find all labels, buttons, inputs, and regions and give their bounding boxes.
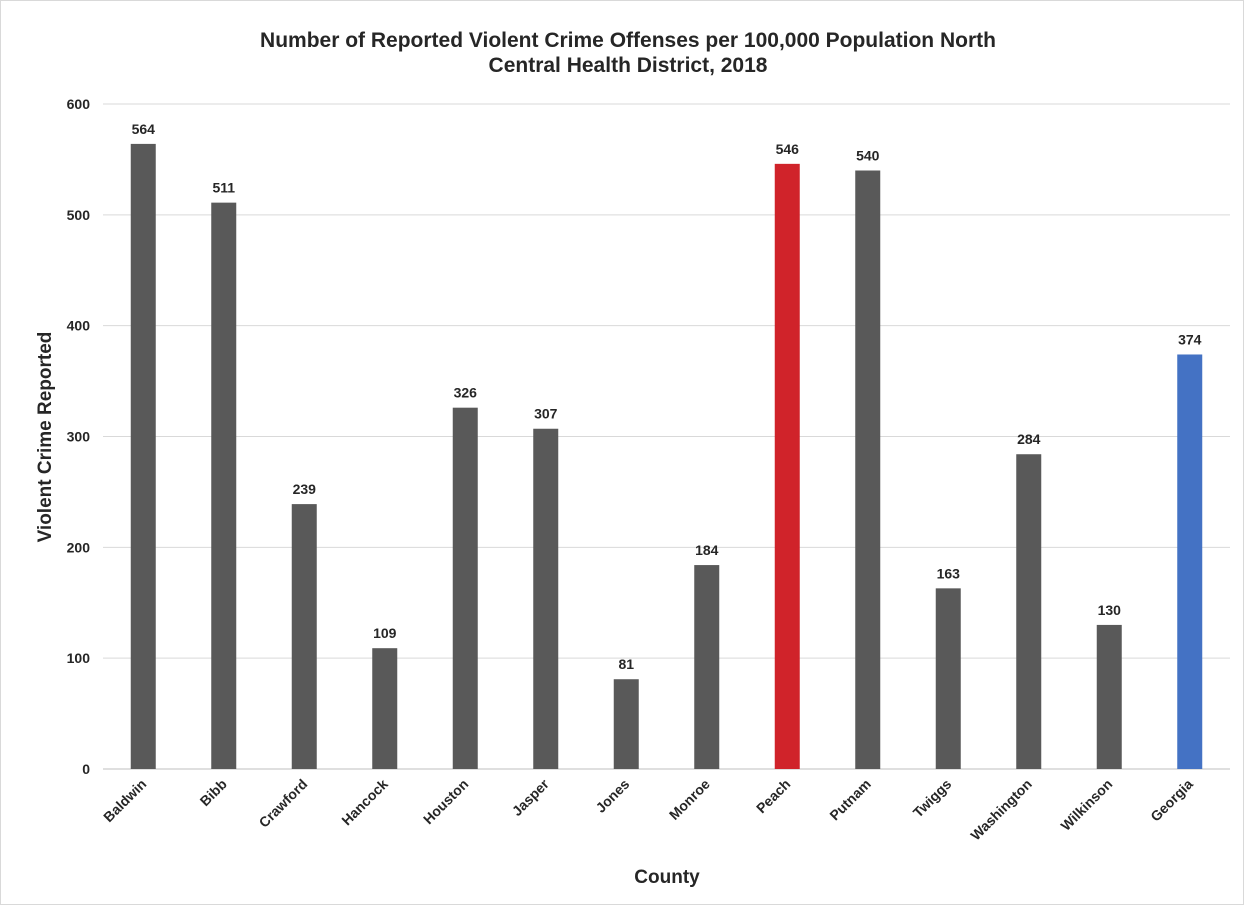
data-label-hancock: 109 [373,625,397,641]
chart-title-line-2: Central Health District, 2018 [489,54,768,77]
bar-baldwin [130,143,156,769]
x-tick-label-georgia: Georgia [1147,776,1196,825]
x-tick-label-crawford: Crawford [256,776,311,831]
data-label-twiggs: 163 [937,565,961,581]
y-tick-label: 200 [67,539,91,555]
x-tick-label-houston: Houston [420,776,471,827]
bar-wilkinson [1096,624,1122,769]
y-tick-label: 500 [67,207,91,223]
bar-peach [774,163,800,770]
bar-crawford [291,504,317,769]
x-tick-label-peach: Peach [753,776,793,816]
data-label-putnam: 540 [856,148,880,164]
data-label-washington: 284 [1017,431,1041,447]
data-labels: 564 511 239 109 326 307 81 184 546 540 163 284 130 37… [132,121,1202,672]
x-axis-title: County [634,867,700,888]
gridlines [103,103,1230,770]
y-tick-label: 0 [82,761,90,777]
y-tick-label: 300 [67,429,91,445]
chart-title-line-1: Number of Reported Violent Crime Offense… [260,29,996,52]
bar-jasper [533,428,559,769]
bar-hancock [372,648,398,769]
x-tick-label-hancock: Hancock [338,776,391,829]
x-tick-label-jasper: Jasper [509,775,553,819]
x-tick-label-baldwin: Baldwin [100,776,149,825]
y-axis-title: Violent Crime Reported [35,332,56,543]
y-tick-label: 600 [67,96,91,112]
data-label-houston: 326 [454,385,478,401]
data-label-crawford: 239 [293,481,317,497]
bar-washington [1016,454,1042,769]
bar-houston [452,407,478,769]
data-label-jasper: 307 [534,406,558,422]
x-tick-label-washington: Washington [967,776,1035,844]
data-label-baldwin: 564 [132,121,156,137]
bar-georgia [1177,354,1203,769]
x-axis-categories: Baldwin Bibb Crawford Hancock Houston Jasper J… [100,775,1196,843]
data-label-monroe: 184 [695,542,719,558]
x-tick-label-wilkinson: Wilkinson [1057,776,1115,834]
bar-bibb [211,202,237,769]
data-label-jones: 81 [618,656,634,672]
bar-monroe [694,565,720,769]
chart-title: Number of Reported Violent Crime Offense… [260,29,996,77]
bar-jones [613,679,639,769]
data-label-bibb: 511 [212,180,235,196]
x-tick-label-jones: Jones [592,776,632,816]
x-tick-label-monroe: Monroe [666,776,713,823]
bar-twiggs [935,588,961,769]
bar-putnam [855,170,881,769]
y-tick-label: 100 [67,650,91,666]
x-tick-label-bibb: Bibb [197,776,230,809]
y-tick-label: 400 [67,318,91,334]
bars [130,143,1203,770]
data-label-georgia: 374 [1178,331,1202,347]
data-label-peach: 546 [776,141,800,157]
x-tick-label-twiggs: Twiggs [910,776,955,821]
data-label-wilkinson: 130 [1098,602,1122,618]
x-tick-label-putnam: Putnam [826,776,874,824]
y-axis-ticks: 0 100 200 300 400 500 600 [67,96,91,777]
